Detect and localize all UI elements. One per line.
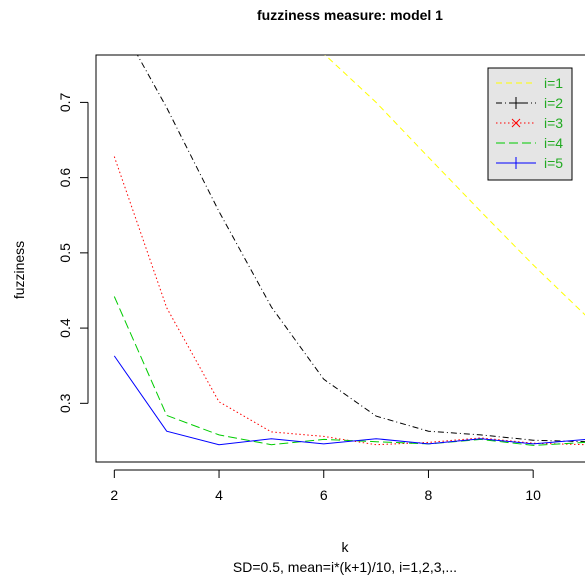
y-axis-label: fuzziness [11,241,27,299]
x-axis-subtitle: SD=0.5, mean=i*(k+1)/10, i=1,2,3,... [233,559,457,575]
y-tick-label: 0.4 [57,318,73,338]
y-tick-label: 0.7 [57,92,73,112]
x-axis: 2 4 6 8 10 [110,470,541,503]
x-tick-label: 4 [215,487,223,503]
legend-label: i=4 [544,135,563,151]
series-line-i3 [114,157,585,445]
legend-label: i=2 [544,95,563,111]
legend-label: i=1 [544,75,563,91]
legend-label: i=5 [544,155,563,171]
legend: i=1 i=2 i=3 i=4 i=5 [488,68,572,180]
x-axis-label: k [342,539,350,555]
legend-label: i=3 [544,115,563,131]
y-tick-label: 0.3 [57,393,73,413]
series-line-i5 [114,356,585,445]
chart-title: fuzziness measure: model 1 [257,7,443,23]
y-axis: 0.3 0.4 0.5 0.6 0.7 [57,92,88,413]
x-tick-label: 2 [110,487,118,503]
series-line-i4 [114,297,585,446]
x-tick-label: 10 [525,487,541,503]
y-tick-label: 0.5 [57,243,73,263]
x-tick-label: 8 [425,487,433,503]
x-tick-label: 6 [320,487,328,503]
y-tick-label: 0.6 [57,168,73,188]
